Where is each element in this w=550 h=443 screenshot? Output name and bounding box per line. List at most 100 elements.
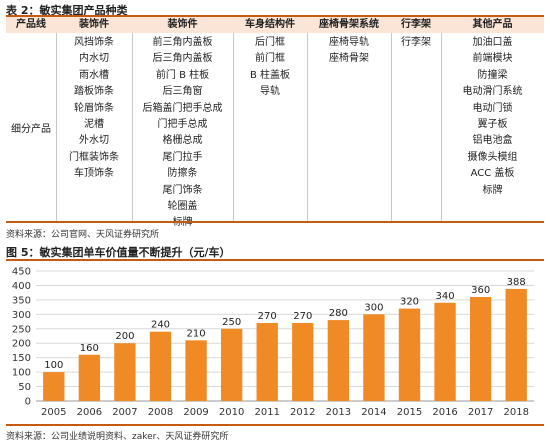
chart-bottom-rule (6, 424, 544, 426)
product-table: 产品线 装饰件 装饰件 车身结构件 座椅骨架系统 行李架 其他产品 细分产品 风… (6, 15, 544, 228)
table-cell: 风挡饰条 (74, 37, 114, 48)
bar (78, 354, 101, 401)
column-divider (441, 33, 442, 221)
table-cell: 后箱盖门把手总成 (142, 102, 223, 114)
column-body-structure: 后门框 前门框 B 柱盖板 导轨 (233, 35, 307, 101)
y-tick-label: 350 (12, 295, 31, 306)
table-cell: 泥槽 (84, 118, 104, 130)
x-tick-label: 2006 (77, 407, 102, 418)
table-top-rule (6, 15, 544, 17)
table-cell: ACC 盖板 (470, 168, 515, 180)
table-cell: 后三角内盖板 (152, 53, 213, 65)
table-cell: 摄像头模组 (467, 151, 518, 163)
column-divider (132, 33, 133, 221)
bar-value-label: 270 (293, 311, 312, 322)
table-cell: 座椅骨架 (329, 53, 369, 65)
bar-value-label: 320 (400, 297, 419, 308)
x-tick-label: 2008 (148, 407, 173, 418)
bar (43, 372, 65, 401)
bar-value-label: 250 (222, 317, 241, 328)
chart-top-rule (6, 259, 544, 261)
bar (505, 288, 527, 401)
table-cell: 铝电池盒 (472, 135, 513, 147)
bar-value-label: 100 (44, 360, 63, 371)
column-seat-frame: 座椅导轨 座椅骨架 (307, 35, 391, 68)
bar (220, 328, 243, 401)
x-tick-label: 2005 (41, 407, 66, 418)
table-cell: 标牌 (482, 184, 503, 196)
table-bottom-rule (6, 221, 544, 223)
table-cell: 前端模块 (472, 53, 513, 65)
table-source-note: 资料来源：公司官网、天风证券研究所 (6, 230, 160, 240)
table-cell: 防撞梁 (477, 69, 508, 81)
column-divider (391, 33, 392, 221)
table-cell: 尾门拉手 (162, 151, 203, 163)
bar (363, 314, 385, 401)
header-product-line: 产品线 (16, 19, 46, 30)
bar (256, 323, 278, 401)
bar-value-label: 340 (436, 291, 455, 302)
column-divider (307, 33, 308, 221)
x-tick-label: 2013 (326, 407, 351, 418)
chart-source-note: 资料来源：公司业绩说明资料、zaker、天风证券研究所 (6, 432, 229, 442)
bar-value-label: 280 (329, 308, 348, 319)
bar-value-label: 210 (187, 328, 206, 339)
table-cell: 尾门饰条 (162, 184, 203, 196)
header-body-structure: 车身结构件 (245, 19, 295, 30)
bar (469, 297, 492, 401)
table-cell: 前门框 (255, 53, 285, 65)
table-cell: 踏板饰条 (74, 86, 114, 98)
table-cell: 外水切 (79, 135, 109, 147)
bar (185, 340, 207, 401)
header-trim-2: 装饰件 (167, 19, 198, 30)
table-cell: 电动滑门系统 (462, 86, 523, 98)
bar (434, 302, 456, 401)
table-cell: 门把手总成 (157, 118, 208, 130)
table-cell: 雨水槽 (79, 69, 109, 81)
x-tick-label: 2010 (219, 407, 244, 418)
x-tick-label: 2012 (290, 407, 315, 418)
chart-title: 图 5：敏实集团单车价值量不断提升（元/车） (6, 246, 231, 259)
table-cell: 前门 B 柱板 (155, 69, 210, 81)
bar-value-label: 240 (151, 320, 170, 331)
table-cell: 座椅导轨 (329, 37, 369, 48)
column-roof-rack: 行李架 (391, 35, 441, 51)
table-cell: 后门框 (255, 37, 285, 48)
x-tick-label: 2014 (361, 407, 386, 418)
column-other-products: 加油口盖 前端模块 防撞梁 电动滑门系统 电动门锁 翼子板 铝电池盒 摄像头模组… (441, 35, 544, 199)
bar-value-label: 360 (471, 285, 490, 296)
y-tick-label: 100 (12, 368, 31, 379)
table-cell: 翼子板 (477, 118, 508, 130)
table-cell: 轮圈盖 (167, 200, 198, 212)
table-header-row: 产品线 装饰件 装饰件 车身结构件 座椅骨架系统 行李架 其他产品 (6, 17, 544, 33)
bar-value-label: 200 (115, 331, 134, 342)
column-trim-2: 前三角内盖板 后三角内盖板 前门 B 柱板 后三角窗 后箱盖门把手总成 门把手总… (132, 35, 233, 232)
bar (292, 323, 314, 401)
x-tick-label: 2017 (468, 407, 493, 418)
bar-value-label: 300 (364, 302, 383, 313)
y-tick-label: 400 (12, 281, 31, 292)
table-title: 表 2：敏实集团产品种类 (6, 4, 128, 17)
y-tick-label: 50 (18, 382, 31, 393)
x-tick-label: 2015 (397, 407, 422, 418)
bar (398, 308, 421, 401)
bar (114, 343, 136, 401)
y-tick-label: 300 (12, 310, 31, 321)
table-cell: 前三角内盖板 (152, 37, 213, 48)
bar-value-label: 160 (80, 343, 99, 354)
table-cell: 车顶饰条 (74, 168, 114, 180)
table-cell: 防擦条 (167, 168, 198, 180)
bar (327, 320, 350, 401)
header-seat-frame: 座椅骨架系统 (319, 19, 379, 30)
unit-value-bar-chart: 0 50 100 150 200 250 300 350 400 450 100 2005 160 200… (12, 267, 534, 418)
table-cell: 门框装饰条 (69, 151, 119, 163)
column-trim-1: 风挡饰条 内水切 雨水槽 踏板饰条 轮眉饰条 泥槽 外水切 门框装饰条 车顶饰条 (56, 35, 132, 183)
table-cell: 轮眉饰条 (74, 102, 114, 114)
bar (149, 331, 172, 401)
y-tick-label: 250 (12, 324, 31, 335)
header-trim-1: 装饰件 (79, 19, 109, 30)
x-tick-label: 2016 (432, 407, 457, 418)
table-cell: 导轨 (260, 86, 280, 98)
table-cell: 行李架 (401, 37, 431, 48)
column-divider (56, 33, 57, 221)
